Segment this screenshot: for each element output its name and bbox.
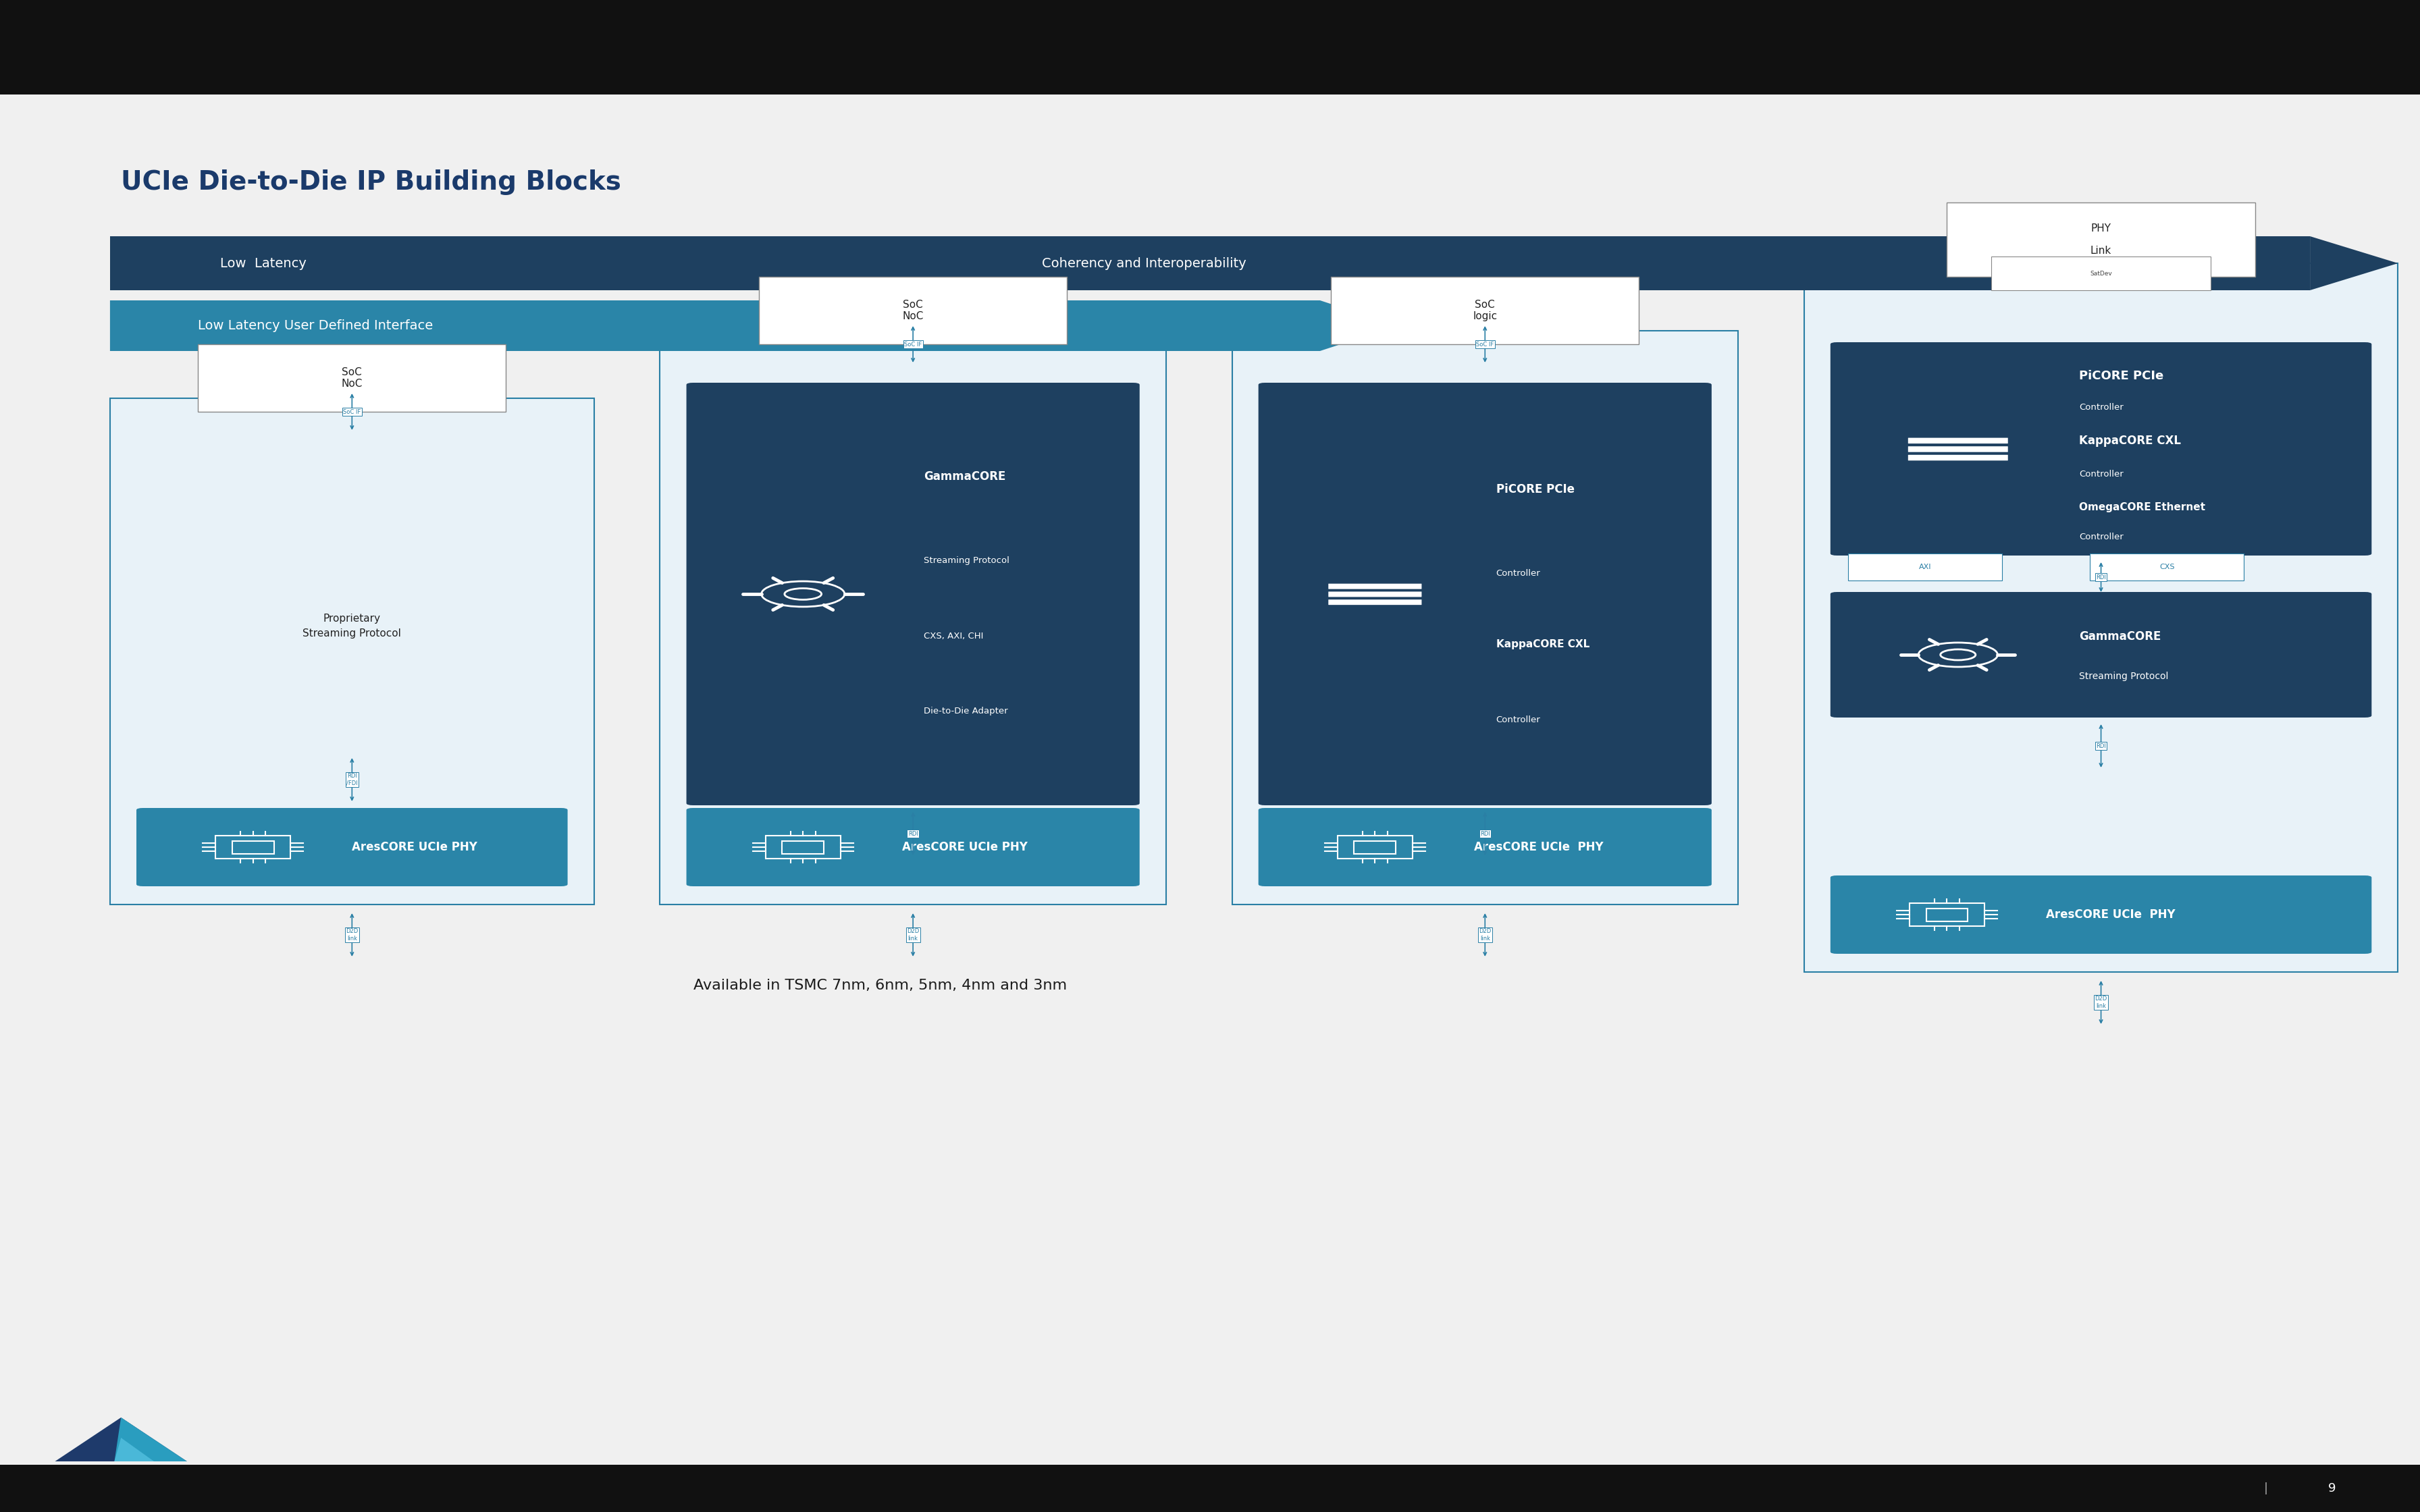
FancyBboxPatch shape [136, 807, 569, 886]
Text: Link: Link [2091, 246, 2113, 256]
Text: AresCORE UCIe  PHY: AresCORE UCIe PHY [1474, 841, 1604, 853]
Text: SoC
NoC: SoC NoC [341, 367, 363, 389]
Bar [109, 236, 2311, 290]
Text: SoC
logic: SoC logic [1474, 299, 1498, 322]
Text: Streaming Protocol: Streaming Protocol [924, 556, 1009, 565]
Text: SoC IF: SoC IF [344, 408, 361, 414]
Text: PiCORE PCIe: PiCORE PCIe [2079, 369, 2163, 381]
FancyBboxPatch shape [2091, 553, 2243, 581]
Bar [0, 1465, 2420, 1512]
Text: SoC
NoC: SoC NoC [903, 299, 924, 322]
Text: AresCORE UCIe PHY: AresCORE UCIe PHY [351, 841, 477, 853]
Bar [1338, 836, 1413, 859]
Bar [765, 836, 840, 859]
Text: KappaCORE CXL: KappaCORE CXL [1496, 640, 1590, 649]
Text: SoC IF: SoC IF [1476, 342, 1493, 348]
FancyBboxPatch shape [1849, 553, 2001, 581]
Polygon shape [114, 1438, 155, 1462]
Text: UCIe Die-to-Die IP Building Blocks: UCIe Die-to-Die IP Building Blocks [121, 169, 622, 195]
Text: SatDev: SatDev [2091, 271, 2113, 277]
Text: D2D
link: D2D link [346, 928, 358, 942]
Text: Low Latency User Defined Interface: Low Latency User Defined Interface [198, 319, 433, 333]
FancyBboxPatch shape [687, 807, 1140, 886]
FancyBboxPatch shape [1907, 455, 2009, 461]
Polygon shape [109, 301, 1396, 351]
Bar [1909, 903, 1984, 927]
FancyBboxPatch shape [1329, 600, 1421, 605]
Bar [0, 0, 2420, 95]
FancyBboxPatch shape [1830, 875, 2372, 954]
Text: PHY: PHY [2091, 224, 2110, 233]
Text: OmegaCORE Ethernet: OmegaCORE Ethernet [2079, 502, 2205, 513]
FancyBboxPatch shape [1803, 263, 2398, 972]
Text: Controller: Controller [2079, 470, 2122, 478]
Text: Controller: Controller [2079, 402, 2122, 411]
Text: RDI
/FDI: RDI /FDI [346, 773, 358, 786]
Text: RDI: RDI [908, 830, 917, 836]
Text: RDI: RDI [2096, 742, 2105, 748]
Text: GammaCORE: GammaCORE [2079, 631, 2161, 643]
Bar [215, 836, 290, 859]
Text: AresCORE UCIe  PHY: AresCORE UCIe PHY [2045, 909, 2176, 921]
FancyBboxPatch shape [1948, 203, 2255, 277]
Text: Die-to-Die Adapter: Die-to-Die Adapter [924, 706, 1009, 715]
Text: GammaCORE: GammaCORE [924, 470, 1007, 482]
FancyBboxPatch shape [1992, 257, 2212, 290]
FancyBboxPatch shape [198, 345, 506, 411]
Polygon shape [2311, 236, 2398, 290]
Text: KappaCORE CXL: KappaCORE CXL [2079, 434, 2180, 446]
Text: SoC IF: SoC IF [905, 342, 922, 348]
Text: CXS, AXI, CHI: CXS, AXI, CHI [924, 632, 983, 640]
FancyBboxPatch shape [1329, 584, 1421, 590]
FancyBboxPatch shape [687, 383, 1140, 806]
Text: D2D
link: D2D link [1479, 928, 1491, 942]
Text: Controller: Controller [1496, 569, 1542, 578]
FancyBboxPatch shape [1258, 807, 1711, 886]
Polygon shape [56, 1418, 186, 1462]
Text: PiCORE PCIe: PiCORE PCIe [1496, 484, 1575, 496]
Text: |: | [2265, 1482, 2268, 1494]
Text: Controller: Controller [1496, 715, 1542, 724]
Text: AresCORE UCIe PHY: AresCORE UCIe PHY [903, 841, 1028, 853]
Text: D2D
link: D2D link [2096, 996, 2108, 1009]
Text: Proprietary
Streaming Protocol: Proprietary Streaming Protocol [302, 614, 402, 638]
Text: RDI: RDI [1481, 830, 1491, 836]
Text: Aggregation Interface: Aggregation Interface [1975, 257, 2118, 269]
Text: Streaming Protocol: Streaming Protocol [2079, 671, 2168, 682]
Text: AXI: AXI [1919, 564, 1931, 570]
Text: 9: 9 [2328, 1482, 2335, 1494]
FancyBboxPatch shape [1907, 446, 2009, 452]
Text: CXS: CXS [2159, 564, 2176, 570]
Text: Available in TSMC 7nm, 6nm, 5nm, 4nm and 3nm: Available in TSMC 7nm, 6nm, 5nm, 4nm and… [692, 978, 1067, 992]
Text: Controller: Controller [2079, 532, 2122, 541]
FancyBboxPatch shape [1232, 331, 1738, 904]
Bar [1355, 841, 1396, 854]
Text: Low  Latency: Low Latency [220, 257, 307, 269]
FancyBboxPatch shape [1830, 342, 2372, 555]
FancyBboxPatch shape [1331, 277, 1638, 345]
Bar [232, 841, 273, 854]
FancyBboxPatch shape [109, 398, 593, 904]
Text: Coherency and Interoperability: Coherency and Interoperability [1041, 257, 1246, 269]
Bar [782, 841, 823, 854]
FancyBboxPatch shape [1830, 593, 2372, 718]
Bar [1926, 909, 1967, 921]
Polygon shape [114, 1418, 186, 1462]
Text: RDI: RDI [2096, 575, 2105, 581]
FancyBboxPatch shape [760, 277, 1067, 345]
FancyBboxPatch shape [1907, 438, 2009, 443]
FancyBboxPatch shape [661, 331, 1166, 904]
FancyBboxPatch shape [1258, 383, 1711, 806]
Text: D2D
link: D2D link [908, 928, 920, 942]
FancyBboxPatch shape [1329, 591, 1421, 597]
